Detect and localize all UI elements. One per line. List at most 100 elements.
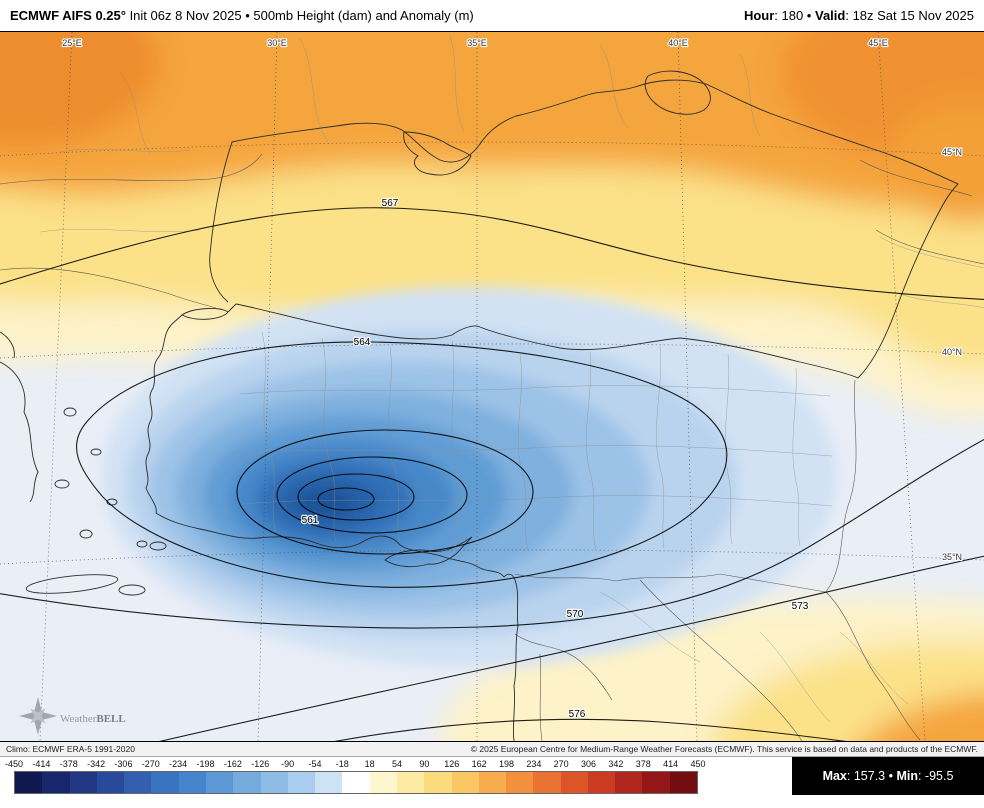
colorbar-cell <box>669 772 698 793</box>
colorbar-cell <box>124 772 152 793</box>
colorbar-tick: -54 <box>308 759 322 769</box>
colorbar-tick: 18 <box>364 759 375 769</box>
logo-weather: Weather <box>60 713 97 725</box>
colorbar-cell <box>260 772 288 793</box>
colorbar-tick: -198 <box>196 759 215 769</box>
colorbar-tick: -90 <box>281 759 295 769</box>
graticule <box>0 32 984 741</box>
map-title: ECMWF AIFS 0.25° Init 06z 8 Nov 2025 • 5… <box>10 8 474 23</box>
colorbar-tick: 414 <box>663 759 679 769</box>
colorbar: -450 -414 -378 -342 -306 -270 -234 -198 -162 -126… <box>0 759 712 794</box>
colorbar-section: -450 -414 -378 -342 -306 -270 -234 -198 -162 -126… <box>0 757 984 808</box>
colorbar-ticks: -450 -414 -378 -342 -306 -270 -234 -198 -162 -126… <box>5 759 706 771</box>
colorbar-tick: 378 <box>635 759 651 769</box>
maxmin-box: Max: 157.3 • Min: -95.5 <box>792 757 984 795</box>
copyright-note: © 2025 European Centre for Medium-Range … <box>470 744 978 754</box>
colorbar-cell <box>96 772 125 793</box>
colorbar-cell <box>560 772 588 793</box>
valid-value: : 18z Sat 15 Nov 2025 <box>845 8 974 23</box>
logo-wordmark: WeatherBELL <box>60 713 126 725</box>
colorbar-tick: 306 <box>581 759 597 769</box>
compass-star-icon <box>19 697 57 735</box>
colorbar-tick: -378 <box>59 759 78 769</box>
colorbar-tick: 90 <box>419 759 430 769</box>
max-label: Max <box>822 769 847 783</box>
lon-label: 40°E <box>668 38 688 48</box>
negative-anomaly-shading <box>102 287 838 667</box>
map-canvas: 567 564 561 570 573 576 25°E 30°E 35°E 40°E 45°E … <box>0 32 984 741</box>
colorbar-cell <box>205 772 234 793</box>
title-details: Init 06z 8 Nov 2025 • 500mb Height (dam)… <box>125 8 474 23</box>
colorbar-tick: 198 <box>498 759 514 769</box>
max-value: : 157.3 <box>846 769 886 783</box>
colorbar-cell <box>315 772 343 793</box>
attribution-bar: Climo: ECMWF ERA-5 1991-2020 © 2025 Euro… <box>0 741 984 757</box>
colorbar-tick: -414 <box>32 759 51 769</box>
model-name: ECMWF AIFS 0.25° <box>10 8 126 23</box>
contour-label: 567 <box>382 198 399 209</box>
admin-boundaries-layer <box>39 35 984 723</box>
longitude-labels: 25°E 30°E 35°E 40°E 45°E <box>61 37 889 49</box>
contour-labels: 567 564 561 570 573 576 <box>300 197 810 721</box>
lon-label: 45°E <box>868 38 888 48</box>
colorbar-tick: -450 <box>4 759 24 769</box>
colorbar-cell <box>342 772 370 793</box>
lon-label: 30°E <box>267 38 287 48</box>
colorbar-tick: -18 <box>335 759 349 769</box>
colorbar-cell <box>587 772 616 793</box>
lon-label: 35°E <box>467 38 487 48</box>
colorbar-tick: 234 <box>526 759 542 769</box>
colorbar-cell <box>451 772 479 793</box>
lat-label: 40°N <box>942 347 962 357</box>
colorbar-gradient <box>14 771 698 794</box>
lat-label: 35°N <box>942 552 962 562</box>
colorbar-tick: -306 <box>114 759 133 769</box>
contour-label: 576 <box>569 709 586 720</box>
colorbar-cell <box>615 772 643 793</box>
colorbar-cell <box>478 772 507 793</box>
contour-label: 573 <box>792 601 809 612</box>
contour-label: 564 <box>354 337 371 348</box>
colorbar-cell <box>642 772 670 793</box>
colorbar-tick: -126 <box>251 759 270 769</box>
colorbar-cell <box>233 772 261 793</box>
colorbar-tick: 126 <box>444 759 460 769</box>
lon-label: 25°E <box>62 38 82 48</box>
colorbar-tick: 342 <box>608 759 624 769</box>
colorbar-cell <box>69 772 97 793</box>
positive-anomaly-shading <box>0 32 984 741</box>
colorbar-cell <box>424 772 452 793</box>
min-label: Min <box>896 769 918 783</box>
valid-label: Valid <box>814 8 846 23</box>
colorbar-tick: 54 <box>392 759 403 769</box>
colorbar-tick: -342 <box>87 759 106 769</box>
maxmin-separator: • <box>885 769 897 783</box>
colorbar-cell <box>42 772 70 793</box>
logo-bell: BELL <box>96 713 125 725</box>
lat-label: 45°N <box>942 147 962 157</box>
colorbar-cell <box>396 772 425 793</box>
colorbar-tick: -162 <box>223 759 242 769</box>
valid-info: Hour: 180 • Valid: 18z Sat 15 Nov 2025 <box>744 8 974 23</box>
weatherbell-logo: WeatherBELL <box>19 697 126 735</box>
latitude-labels: 45°N 40°N 35°N <box>941 146 963 563</box>
min-value: : -95.5 <box>917 769 954 783</box>
contour-label: 570 <box>567 609 584 620</box>
coastlines-layer <box>0 70 959 741</box>
colorbar-tick: 270 <box>553 759 569 769</box>
colorbar-tick: -270 <box>141 759 160 769</box>
climo-note: Climo: ECMWF ERA-5 1991-2020 <box>6 744 135 754</box>
height-contours-layer <box>0 207 984 741</box>
colorbar-cell <box>506 772 534 793</box>
colorbar-cell <box>369 772 397 793</box>
colorbar-cell <box>151 772 179 793</box>
colorbar-tick: -234 <box>169 759 188 769</box>
colorbar-cell <box>178 772 206 793</box>
hour-value: : 180 • <box>774 8 815 23</box>
colorbar-cell <box>15 772 43 793</box>
colorbar-tick: 162 <box>471 759 487 769</box>
national-borders-layer <box>0 153 984 741</box>
colorbar-cell <box>287 772 316 793</box>
